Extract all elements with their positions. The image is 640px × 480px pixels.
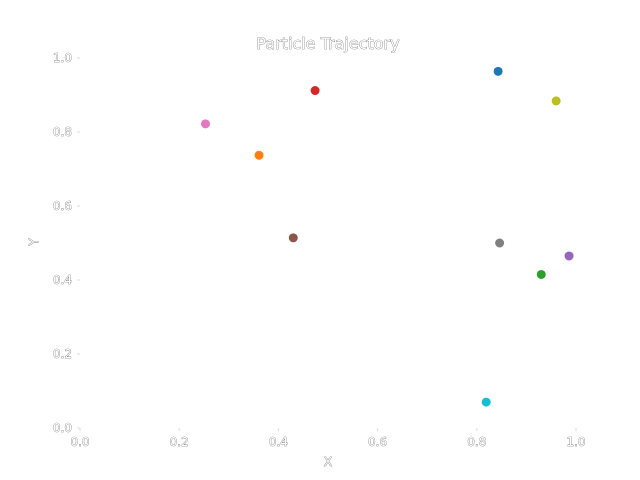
scatter-point [551, 96, 561, 106]
x-tick-label: 0.0 [70, 435, 89, 449]
x-tick-label: 0.6 [368, 435, 387, 449]
scatter-points [200, 66, 574, 407]
x-axis-label: X [324, 455, 332, 469]
y-tick-label: 0.8 [53, 125, 72, 139]
y-tick-label: 0.6 [53, 199, 72, 213]
y-axis-ticks: 0.0 0.2 0.4 0.6 0.8 1.0 [53, 51, 80, 435]
scatter-point [536, 269, 546, 279]
scatter-point [495, 238, 505, 248]
scatter-point [200, 119, 210, 129]
scatter-point [310, 86, 320, 96]
x-tick-label: 0.4 [269, 435, 288, 449]
x-tick-label: 0.8 [467, 435, 486, 449]
y-axis-label: Y [27, 238, 41, 247]
y-tick-label: 0.0 [53, 421, 72, 435]
y-tick-label: 0.4 [53, 273, 72, 287]
scatter-point [493, 66, 503, 76]
scatter-point [288, 233, 298, 243]
y-tick-label: 1.0 [53, 51, 72, 65]
chart-title: Particle Trajectory [256, 34, 399, 53]
scatter-point [481, 397, 491, 407]
scatter-point [254, 150, 264, 160]
y-tick-label: 0.2 [53, 347, 72, 361]
x-tick-label: 0.2 [170, 435, 189, 449]
scatter-point [564, 251, 574, 261]
x-tick-label: 1.0 [566, 435, 585, 449]
x-axis-ticks: 0.0 0.2 0.4 0.6 0.8 1.0 [70, 428, 586, 449]
